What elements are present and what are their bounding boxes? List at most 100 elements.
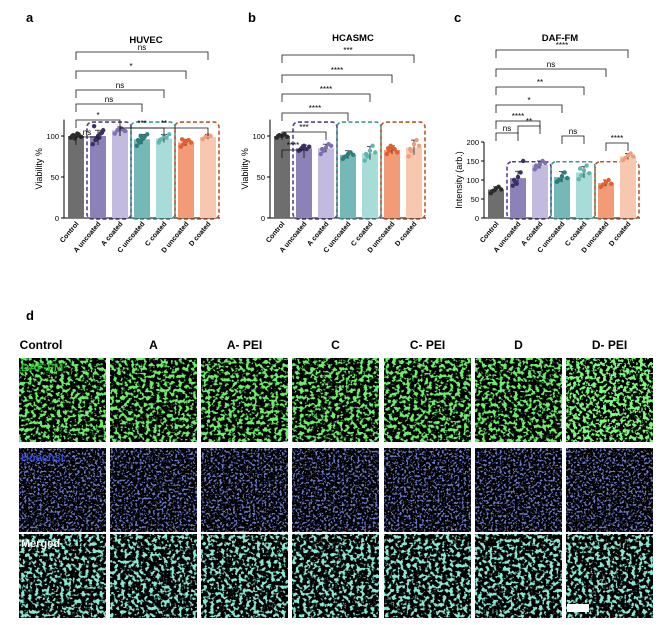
y-tick-label: 50 bbox=[51, 173, 59, 182]
significance-label: * bbox=[527, 96, 530, 105]
bar bbox=[134, 139, 150, 218]
data-point bbox=[392, 146, 397, 152]
data-point bbox=[579, 173, 584, 178]
micrograph-cells bbox=[384, 358, 471, 442]
significance-bracket bbox=[561, 135, 585, 144]
significance-label: *** bbox=[343, 46, 352, 55]
y-axis-label: Viability % bbox=[240, 148, 250, 189]
micrograph-column-header: C bbox=[331, 338, 340, 352]
bar bbox=[90, 136, 106, 218]
y-tick-label: 50 bbox=[471, 195, 479, 204]
data-point bbox=[537, 161, 543, 167]
data-point bbox=[318, 151, 323, 157]
data-point bbox=[141, 136, 146, 141]
significance-bracket bbox=[281, 54, 415, 63]
data-point bbox=[514, 181, 519, 186]
data-point bbox=[363, 151, 369, 157]
significance-bracket bbox=[119, 127, 209, 136]
x-tick-label: Control bbox=[479, 221, 500, 245]
data-point bbox=[319, 146, 325, 152]
significance-label: ** bbox=[537, 78, 543, 87]
y-tick-label: 0 bbox=[475, 214, 479, 223]
significance-bracket bbox=[75, 103, 143, 112]
data-point bbox=[411, 142, 417, 147]
data-point bbox=[510, 183, 515, 188]
significance-label: * bbox=[129, 62, 132, 71]
data-point bbox=[395, 150, 400, 155]
data-point bbox=[99, 130, 105, 135]
bar bbox=[510, 178, 526, 218]
bar bbox=[200, 136, 216, 218]
data-point bbox=[307, 144, 312, 149]
micrograph-cells bbox=[201, 358, 288, 442]
bar bbox=[598, 183, 614, 218]
micrograph-cells bbox=[384, 448, 471, 532]
data-point bbox=[587, 170, 592, 176]
y-tick-label: 100 bbox=[46, 132, 59, 141]
significance-label: **** bbox=[556, 41, 568, 50]
data-point bbox=[275, 133, 281, 139]
bar bbox=[362, 153, 378, 218]
data-point bbox=[511, 177, 517, 183]
significance-bracket bbox=[495, 132, 519, 141]
bar bbox=[178, 142, 194, 218]
panel-label-c: c bbox=[454, 10, 461, 25]
data-point bbox=[407, 146, 413, 152]
data-point bbox=[518, 170, 523, 175]
data-point bbox=[565, 175, 570, 181]
y-tick-label: 50 bbox=[257, 173, 265, 182]
group-box bbox=[506, 160, 552, 220]
data-point bbox=[555, 178, 561, 183]
data-point bbox=[75, 131, 80, 136]
micrograph-column-header: D bbox=[514, 338, 523, 352]
y-axis-label: Intensity (arb.) bbox=[454, 151, 464, 209]
data-point bbox=[134, 143, 139, 149]
x-tick-label: Control bbox=[265, 221, 286, 245]
data-point bbox=[367, 148, 373, 153]
data-point bbox=[489, 189, 495, 194]
significance-label: ns bbox=[547, 60, 555, 69]
micrograph-cells bbox=[292, 358, 379, 442]
data-point bbox=[576, 177, 581, 182]
data-point bbox=[373, 150, 378, 155]
data-point bbox=[135, 137, 141, 143]
x-tick-label: D coated bbox=[188, 221, 212, 248]
data-point bbox=[112, 131, 118, 136]
significance-label: ns bbox=[105, 95, 113, 104]
significance-label: ns bbox=[569, 127, 577, 136]
micrograph-cells bbox=[19, 534, 106, 618]
micrograph-column-header: A- PEI bbox=[227, 338, 262, 352]
micrograph-column-header: A bbox=[149, 338, 158, 352]
data-point bbox=[499, 187, 504, 192]
data-point bbox=[417, 143, 422, 149]
significance-label: **** bbox=[512, 112, 524, 121]
x-tick-label: D coated bbox=[394, 221, 418, 248]
significance-label: ns bbox=[138, 43, 146, 52]
micrograph-cells bbox=[19, 358, 106, 442]
micrograph-row-label: Merged bbox=[21, 538, 60, 550]
data-point bbox=[285, 134, 290, 140]
panel-label-a: a bbox=[26, 10, 34, 25]
significance-bracket bbox=[75, 119, 121, 128]
y-tick-label: 0 bbox=[55, 214, 59, 223]
data-point bbox=[157, 137, 163, 143]
bar bbox=[406, 147, 422, 218]
significance-label: **** bbox=[320, 85, 332, 94]
data-point bbox=[341, 155, 347, 160]
bar bbox=[620, 156, 636, 218]
significance-bracket bbox=[281, 93, 371, 102]
micrograph-cells bbox=[475, 534, 562, 618]
significance-label: **** bbox=[309, 104, 321, 113]
data-point bbox=[559, 174, 565, 179]
data-point bbox=[562, 170, 567, 175]
data-point bbox=[543, 160, 548, 166]
micrograph-cells bbox=[292, 448, 379, 532]
data-point bbox=[329, 143, 334, 149]
significance-bracket bbox=[495, 86, 585, 95]
bar bbox=[68, 136, 84, 218]
group-box bbox=[174, 121, 220, 220]
chart-title: HCASMC bbox=[332, 33, 374, 44]
significance-bracket bbox=[495, 104, 563, 113]
significance-label: ns bbox=[503, 124, 511, 133]
